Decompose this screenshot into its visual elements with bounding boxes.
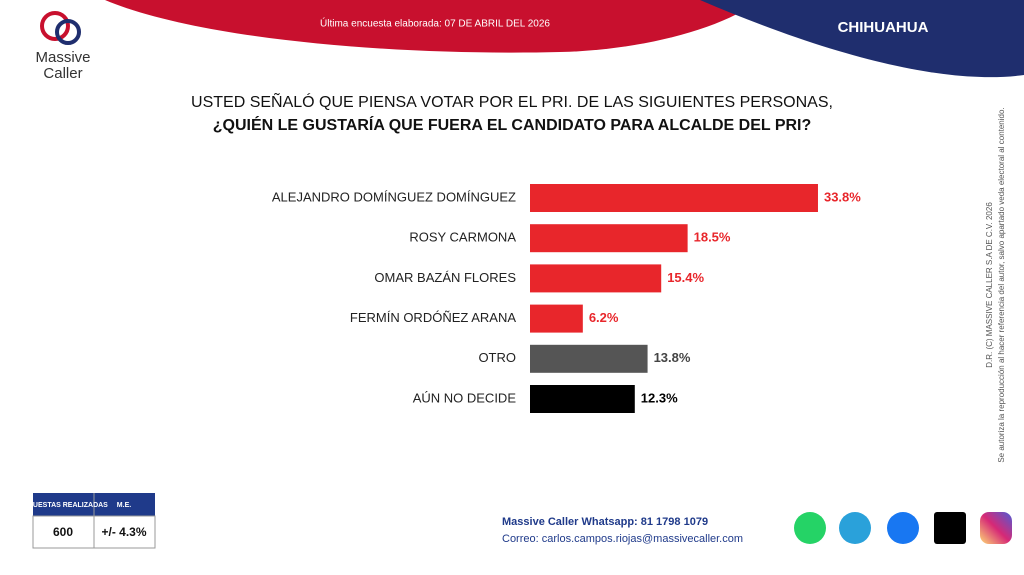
logo: Massive Caller [35,11,91,82]
category-label: OTRO [478,350,516,365]
bar [530,184,818,212]
value-label: 15.4% [667,270,704,285]
facebook-icon[interactable] [887,512,919,544]
footer-whatsapp: Massive Caller Whatsapp: 81 1798 1079 [502,516,708,528]
category-label: ROSY CARMONA [409,230,516,245]
logo-text: Caller [43,65,82,82]
logo-icon [40,11,70,41]
logo-icon [55,19,81,45]
whatsapp-icon[interactable] [794,512,826,544]
instagram-icon[interactable] [980,512,1012,544]
value-label: 18.5% [694,230,731,245]
value-label: 6.2% [589,310,619,325]
table-cell: +/- 4.3% [101,525,146,539]
category-label: ALEJANDRO DOMÍNGUEZ DOMÍNGUEZ [272,189,516,204]
value-label: 33.8% [824,189,861,204]
bar [530,304,583,333]
logo-text: Massive [35,49,90,66]
category-label: OMAR BAZÁN FLORES [374,270,516,285]
bar [530,385,635,413]
header-swoosh-red [105,0,760,53]
bar [530,264,662,293]
x-icon[interactable] [934,512,966,544]
bar [530,344,648,373]
value-label: 13.8% [654,350,691,365]
bar [530,224,688,253]
table-cell: 600 [53,525,73,539]
table-header: M.E. [117,502,131,509]
value-label: 12.3% [641,390,678,405]
social-icons [794,512,1012,544]
chart-title: USTED SEÑALÓ QUE PIENSA VOTAR POR EL PRI… [191,91,833,111]
side-note: D.R. (C) MASSIVE CALLER S.A DE C.V. 2026… [985,107,1006,462]
stats-table: ENCUESTAS REALIZADAS M.E. 600 +/- 4.3% [18,493,156,549]
region: CHIHUAHUA [838,19,929,36]
side-note-line: Se autoriza la reproducción al hacer ref… [997,107,1006,462]
category-label: AÚN NO DECIDE [413,390,517,405]
survey-date: Última encuesta elaborada: 07 DE ABRIL D… [320,17,550,30]
category-label: FERMÍN ORDÓÑEZ ARANA [350,310,516,325]
telegram-icon[interactable] [839,512,871,544]
side-note-line: D.R. (C) MASSIVE CALLER S.A DE C.V. 2026 [985,202,994,368]
table-header: ENCUESTAS REALIZADAS [18,502,108,509]
chart-title: ¿QUIÉN LE GUSTARÍA QUE FUERA EL CANDIDAT… [213,115,812,134]
footer-email: Correo: carlos.campos.riojas@massivecall… [502,533,743,545]
header-swoosh-navy [700,0,1024,78]
